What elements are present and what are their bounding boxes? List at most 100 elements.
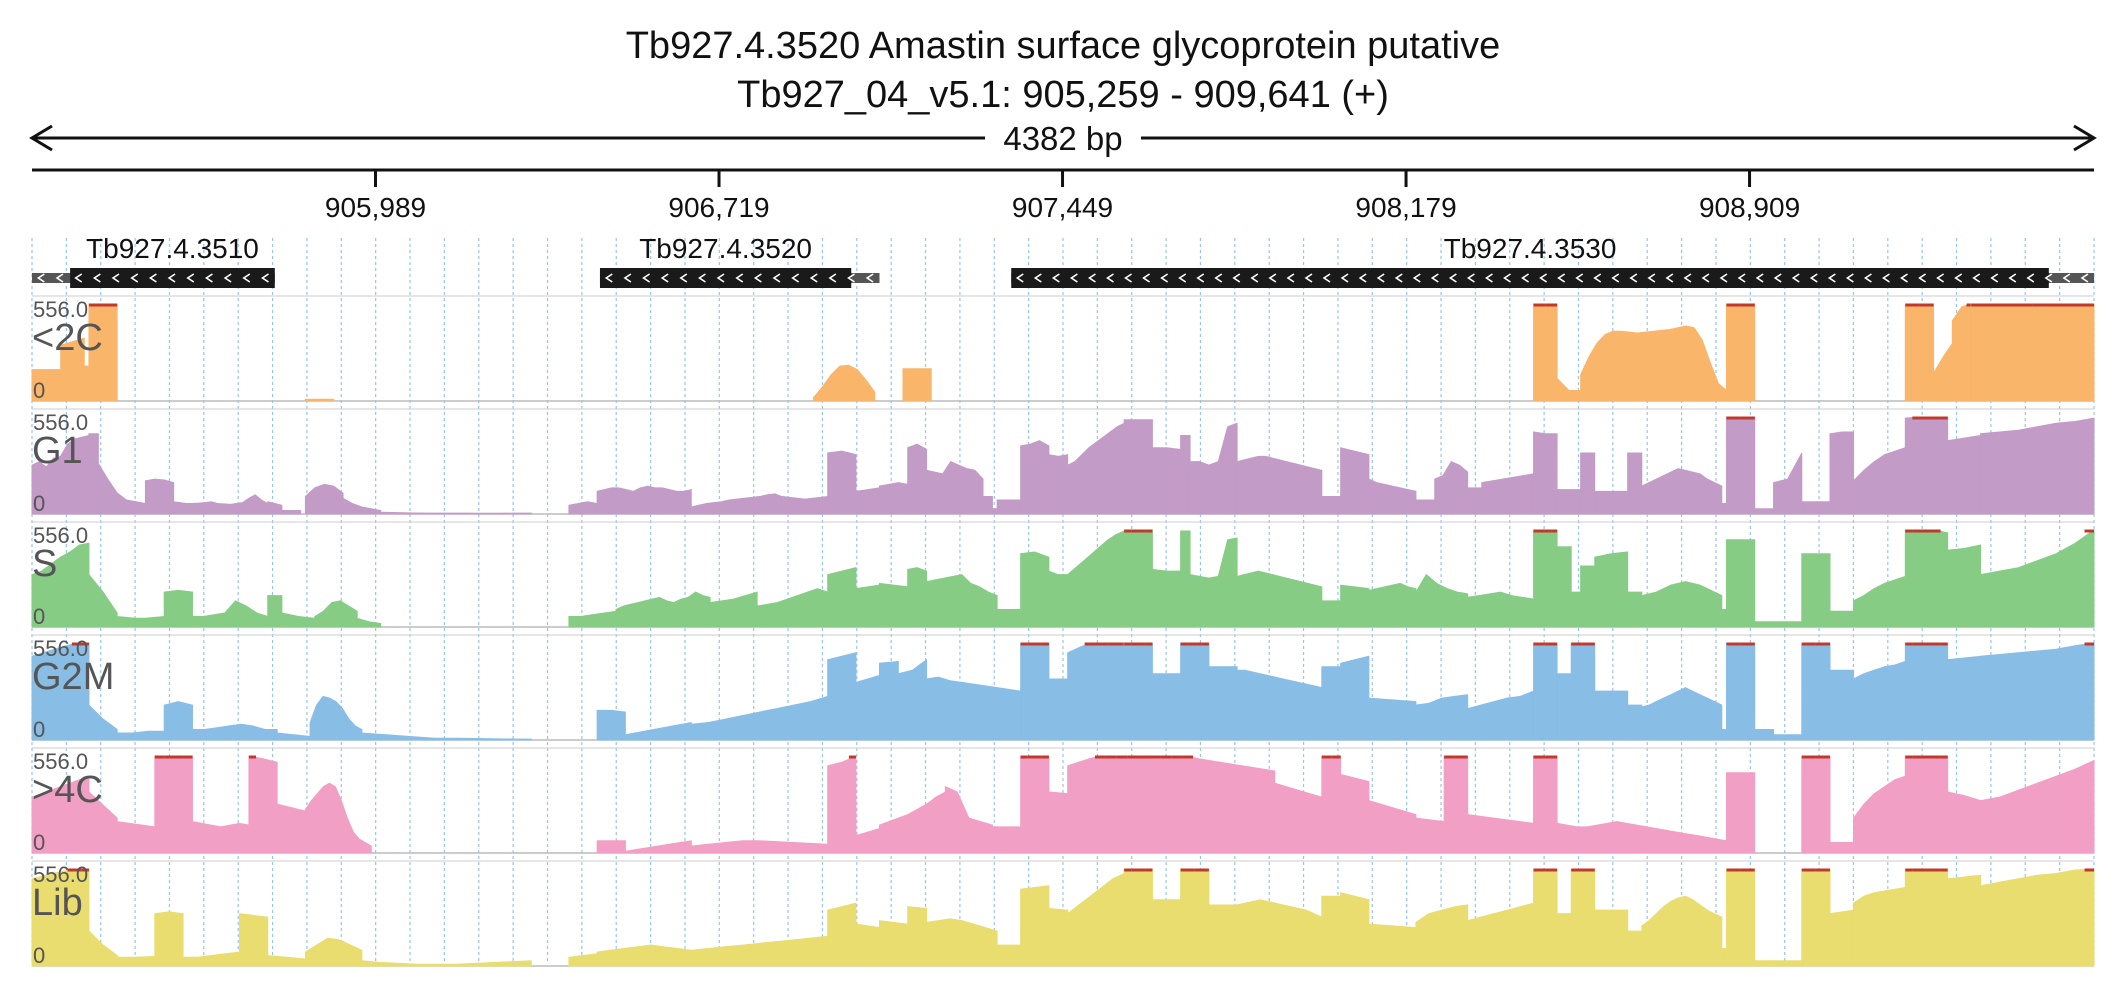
x-tick-label: 908,179 (1355, 192, 1456, 223)
coverage-area (827, 902, 857, 967)
coverage-area (1180, 868, 1210, 967)
y-max-label: 556.0 (33, 636, 88, 661)
coverage-area (1020, 642, 1050, 741)
coverage-area (1180, 642, 1210, 741)
coverage-area (1533, 431, 1558, 515)
strand-arrow (1430, 273, 1439, 283)
strand-arrow (1358, 273, 1367, 283)
strand-arrow (604, 273, 613, 283)
coverage-area (361, 960, 532, 967)
coverage-area (1321, 895, 1342, 967)
coverage-area (1853, 886, 1906, 967)
coverage-area (1570, 642, 1596, 741)
strand-arrow (1773, 273, 1782, 283)
coverage-area (1020, 551, 1050, 628)
coverage-area (709, 591, 758, 628)
coverage-area (239, 913, 269, 967)
coverage-area (97, 461, 146, 515)
coverage-area (1151, 447, 1182, 515)
strand-arrow (1196, 273, 1205, 283)
coverage-area (1415, 817, 1445, 854)
gene-label: Tb927.4.3530 (1444, 233, 1617, 264)
coverage-area (1123, 529, 1153, 628)
coverage-area (1725, 539, 1756, 628)
y-max-label: 556.0 (33, 297, 88, 322)
coverage-area (1340, 773, 1370, 854)
coverage-area (1467, 591, 1535, 628)
coverage-area (1773, 960, 1803, 967)
coverage-area (1641, 468, 1723, 515)
strand-arrow (1827, 273, 1836, 283)
coverage-area (1067, 422, 1125, 515)
coverage-area (1947, 874, 1982, 967)
strand-arrow (679, 273, 688, 283)
strand-arrow (1882, 273, 1890, 283)
strand-arrow (1683, 273, 1692, 283)
strand-arrow (809, 273, 818, 283)
coverage-area (1904, 416, 1949, 515)
coverage-area (163, 589, 193, 628)
coverage-area (596, 840, 626, 854)
coverage-area (1951, 303, 1972, 402)
coverage-area (88, 703, 118, 741)
chart-title: Tb927.4.3520 Amastin surface glycoprotei… (626, 25, 1501, 67)
coverage-area (1048, 791, 1069, 854)
strand-arrow (1647, 273, 1656, 283)
gene-body (599, 268, 852, 288)
coverage-area (1580, 452, 1596, 515)
coverage-area (1236, 899, 1323, 967)
gene-body (1011, 268, 2049, 288)
strand-arrow (261, 273, 269, 283)
coverage-area (1933, 341, 1953, 402)
y-max-label: 556.0 (33, 862, 88, 887)
strand-arrow (1954, 273, 1963, 283)
coverage-area (827, 450, 857, 515)
coverage-area (191, 723, 278, 741)
coverage-area (596, 709, 626, 741)
strand-arrow (1900, 273, 1908, 283)
strand-arrow (148, 273, 157, 283)
coverage-area (1641, 895, 1723, 967)
strand-arrow (716, 273, 725, 283)
strand-arrow (2044, 273, 2053, 283)
coverage-area (1533, 755, 1558, 854)
coverage-area (304, 937, 363, 967)
coverage-area (878, 582, 909, 628)
coverage-area (596, 485, 692, 515)
coverage-area (83, 365, 90, 402)
coverage-area (1067, 642, 1125, 741)
coverage-area (1048, 678, 1069, 741)
coverage-area (1754, 621, 1775, 628)
coverage-area (926, 918, 998, 967)
coverage-area (1321, 496, 1342, 515)
y-min-label: 0 (33, 604, 45, 629)
strand-arrow (1863, 273, 1872, 283)
strand-arrow (1466, 273, 1475, 283)
strand-arrow (55, 273, 64, 283)
coverage-area (1904, 303, 1935, 402)
strand-arrow (1665, 273, 1674, 283)
coverage-area (163, 701, 193, 741)
coverage-area (1533, 642, 1558, 741)
strand-arrow (2026, 273, 2035, 283)
y-min-label: 0 (33, 491, 45, 516)
coverage-area (267, 501, 283, 515)
coverage-area (60, 337, 85, 402)
strand-arrow (2062, 273, 2071, 283)
strand-arrow (1539, 273, 1548, 283)
coverage-area (1123, 419, 1153, 515)
coverage-area (756, 588, 829, 628)
coverage-area (281, 612, 316, 628)
coverage-area (1970, 303, 2095, 402)
coverage-area (690, 840, 829, 854)
coverage-area (1754, 729, 1775, 741)
coverage-area (356, 617, 382, 628)
strand-arrow (1394, 273, 1403, 283)
coverage-area (88, 303, 118, 402)
coverage-area (1048, 570, 1069, 628)
coverage-area (907, 443, 928, 515)
coverage-area (1236, 455, 1323, 515)
coverage-area (1415, 573, 1469, 628)
coverage-area (878, 482, 909, 515)
